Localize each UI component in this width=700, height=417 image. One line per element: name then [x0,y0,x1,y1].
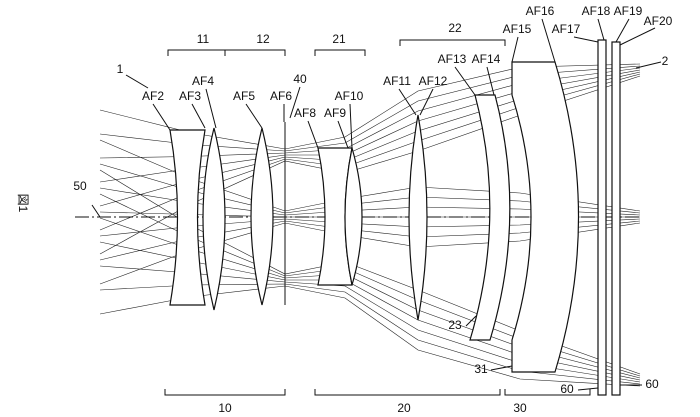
surface-label: AF14 [472,52,501,66]
surface-label: AF10 [335,89,364,103]
surface-label: AF8 [294,106,316,120]
lens [469,94,511,341]
lens [344,147,363,286]
reference-numeral: 10 [218,401,232,415]
figure-label: 図1 [16,194,30,213]
surface-label: AF2 [142,89,164,103]
reference-numeral: 2 [662,54,669,68]
reference-numeral: 30 [513,401,527,415]
lens [511,61,580,373]
bracket [164,389,591,396]
reference-numeral: 1 [117,62,124,76]
surface-label: AF12 [419,74,448,88]
surface-label: AF15 [503,22,532,36]
bracket [167,39,506,56]
surface-label: AF5 [233,89,255,103]
surface-label: AF13 [438,52,467,66]
reference-numeral: 11 [197,32,210,46]
surface-label: AF3 [179,89,201,103]
reference-numeral: 20 [397,401,411,415]
plate [611,41,621,396]
reference-numeral: 60 [560,382,574,396]
lens [169,129,206,306]
surface-label: AF16 [526,4,555,18]
surface-label: AF4 [192,74,214,88]
lens [202,127,226,311]
reference-numeral: 50 [73,179,87,193]
surface-label: AF17 [552,22,581,36]
surface-label: AF18 [582,4,611,18]
reference-numeral: 22 [448,21,462,35]
surface-label: AF9 [324,106,346,120]
reference-numeral: 40 [293,72,307,86]
lens [250,127,274,306]
surface-label: AF11 [383,74,411,88]
lens [408,114,428,321]
reference-numeral: 21 [332,32,346,46]
surface-label: AF6 [270,89,292,103]
surface-label: AF20 [644,14,673,28]
plate [597,39,607,396]
surface-label: AF19 [614,4,643,18]
reference-numeral: 31 [474,362,488,376]
reference-numeral: 12 [256,32,270,46]
leader-lines [91,18,662,391]
reference-numeral: 23 [448,318,462,332]
reference-numeral: 60 [645,377,659,391]
